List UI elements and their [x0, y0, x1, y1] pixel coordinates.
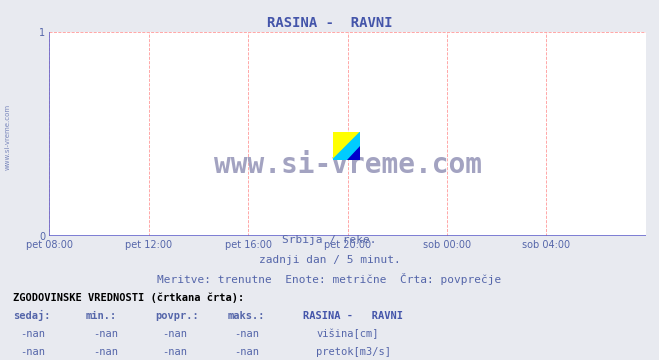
Polygon shape: [333, 132, 360, 159]
Text: -nan: -nan: [93, 347, 118, 357]
Text: povpr.:: povpr.:: [155, 311, 198, 321]
Text: RASINA -  RAVNI: RASINA - RAVNI: [267, 16, 392, 30]
Polygon shape: [347, 146, 360, 159]
Text: -nan: -nan: [93, 329, 118, 339]
Text: -nan: -nan: [20, 329, 45, 339]
Text: min.:: min.:: [86, 311, 117, 321]
Text: Srbija / reke.: Srbija / reke.: [282, 235, 377, 245]
Text: -nan: -nan: [162, 329, 187, 339]
Text: -nan: -nan: [20, 347, 45, 357]
Text: -nan: -nan: [162, 347, 187, 357]
Text: -nan: -nan: [235, 329, 260, 339]
Text: sedaj:: sedaj:: [13, 310, 51, 321]
Text: zadnji dan / 5 minut.: zadnji dan / 5 minut.: [258, 255, 401, 265]
Text: www.si-vreme.com: www.si-vreme.com: [214, 150, 482, 179]
Text: ZGODOVINSKE VREDNOSTI (črtkana črta):: ZGODOVINSKE VREDNOSTI (črtkana črta):: [13, 292, 244, 303]
Text: RASINA -   RAVNI: RASINA - RAVNI: [303, 311, 403, 321]
Text: višina[cm]: višina[cm]: [316, 328, 379, 339]
Text: -nan: -nan: [235, 347, 260, 357]
Text: www.si-vreme.com: www.si-vreme.com: [5, 104, 11, 170]
Text: pretok[m3/s]: pretok[m3/s]: [316, 347, 391, 357]
Text: Meritve: trenutne  Enote: metrične  Črta: povprečje: Meritve: trenutne Enote: metrične Črta: …: [158, 273, 501, 285]
Text: maks.:: maks.:: [227, 311, 265, 321]
Polygon shape: [333, 132, 360, 159]
